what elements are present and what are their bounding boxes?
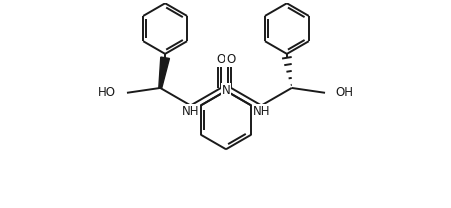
Text: O: O — [216, 53, 225, 66]
Text: NH: NH — [252, 105, 270, 118]
Text: NH: NH — [181, 105, 199, 118]
Text: O: O — [226, 53, 235, 66]
Text: HO: HO — [98, 86, 116, 99]
Text: N: N — [221, 84, 230, 97]
Text: OH: OH — [335, 86, 353, 99]
Polygon shape — [158, 57, 169, 88]
